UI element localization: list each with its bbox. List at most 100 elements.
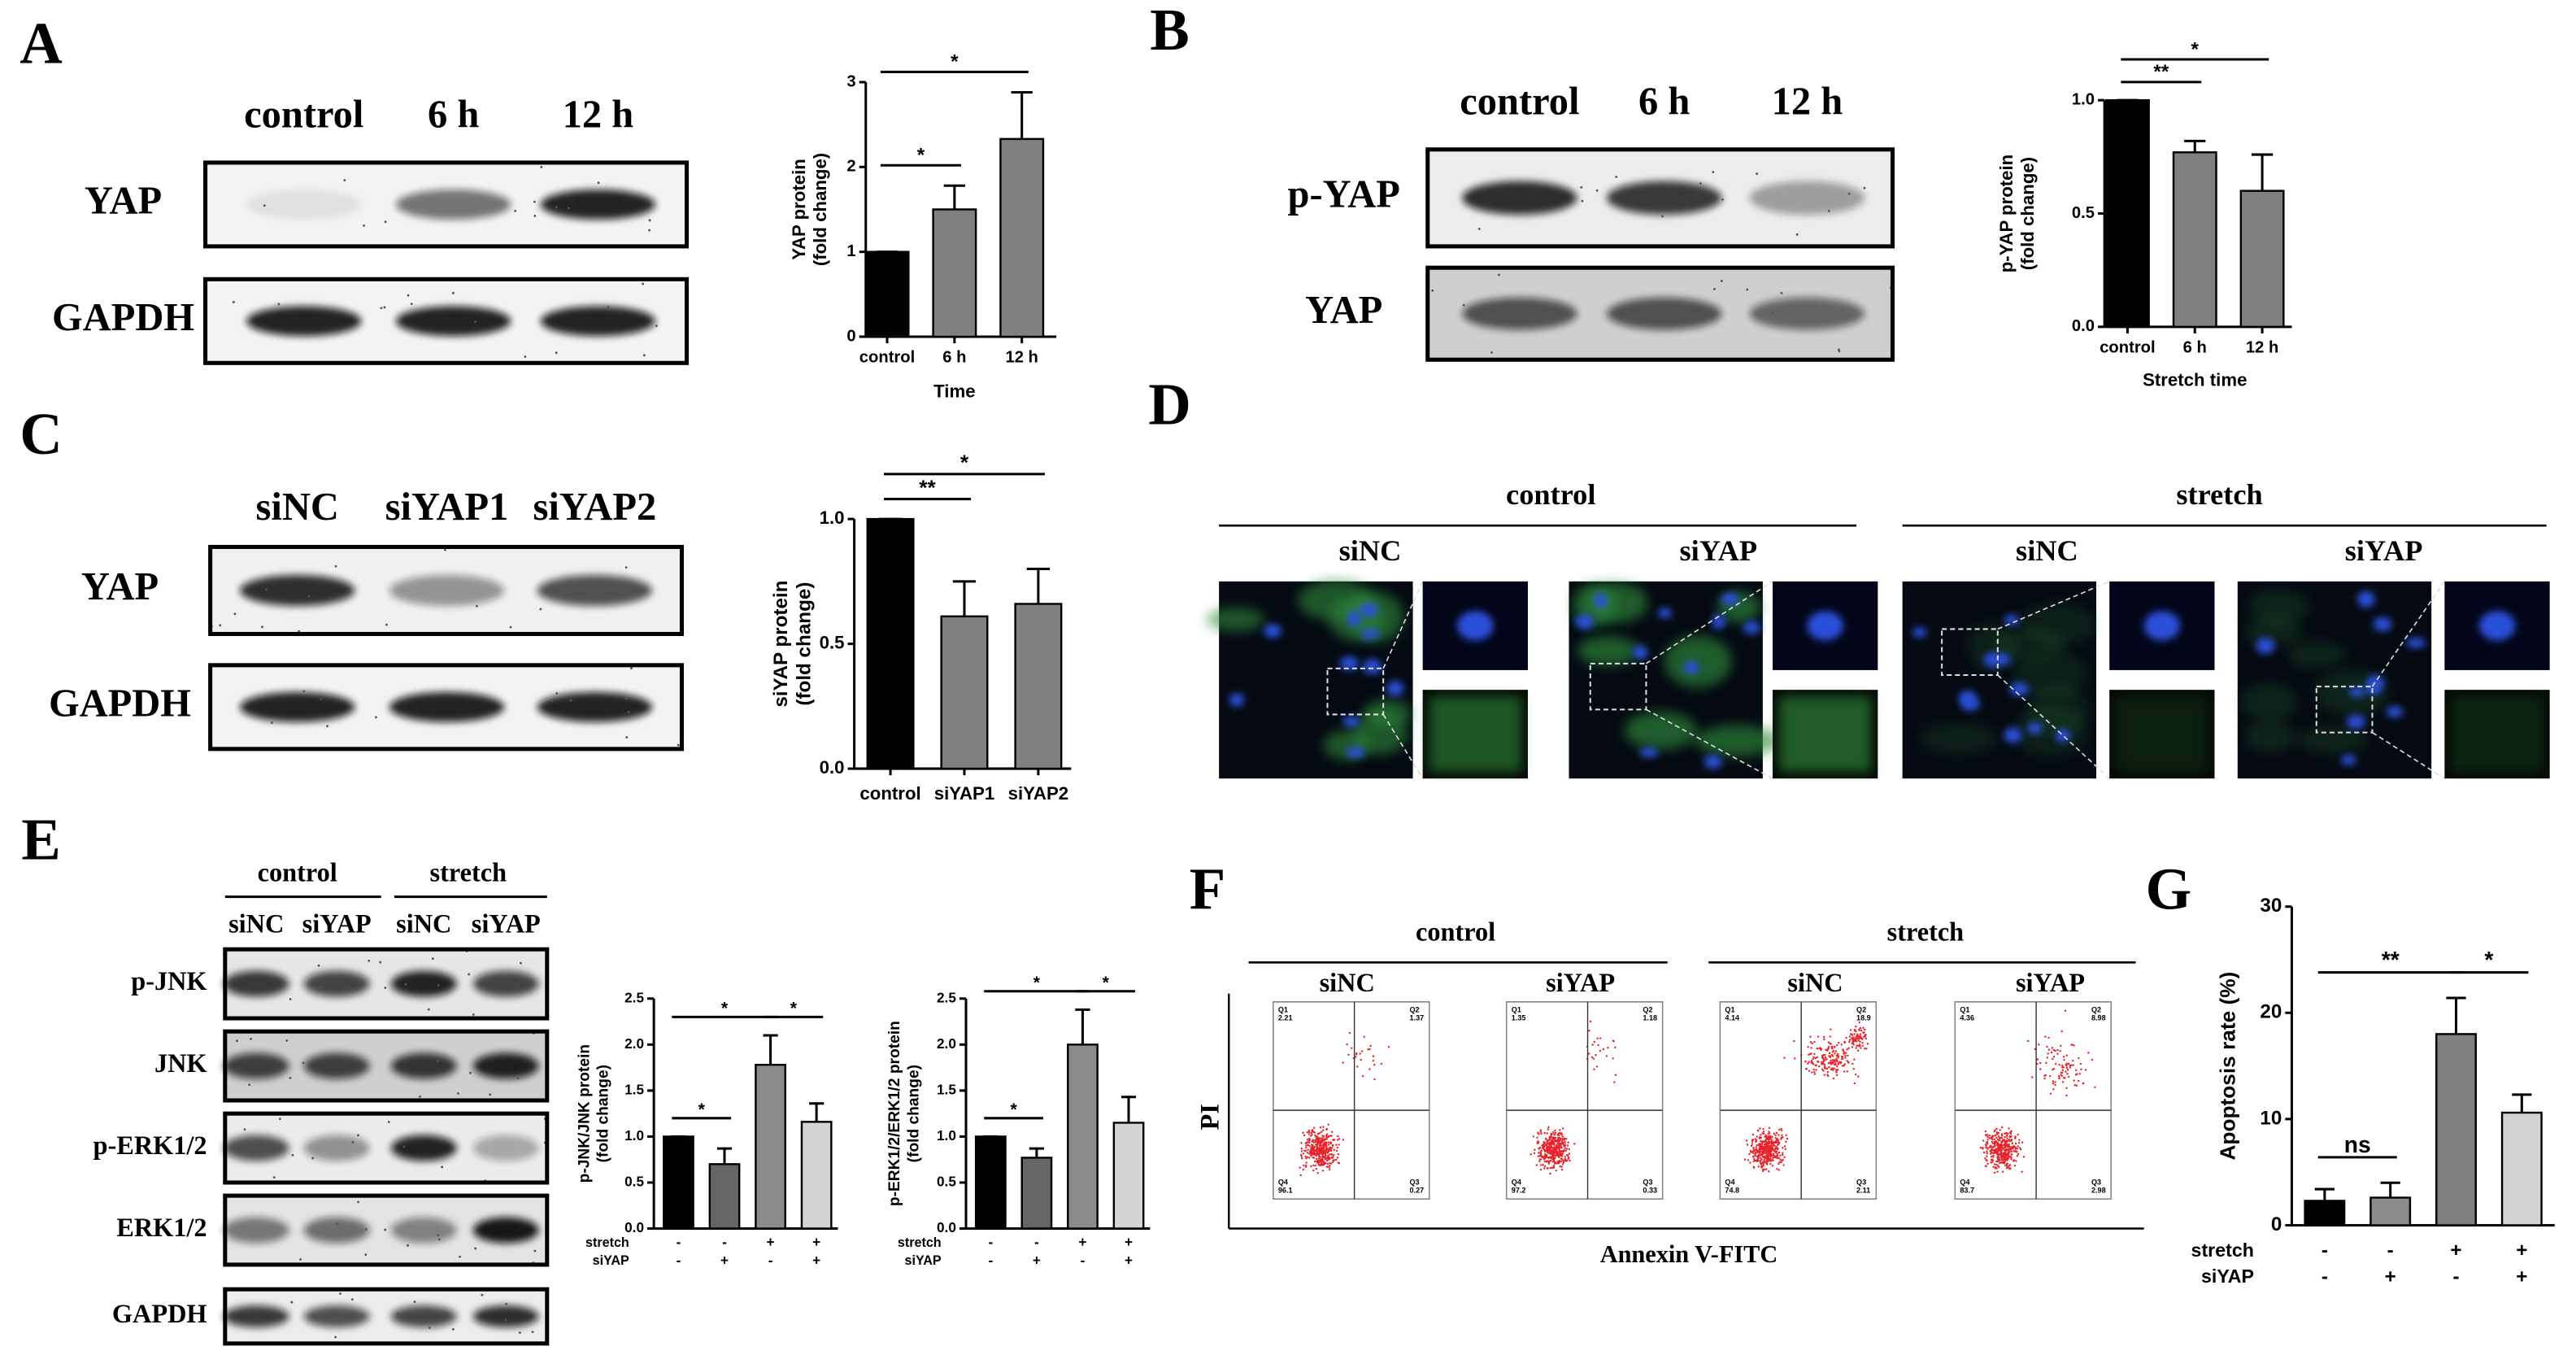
event-dot — [1836, 1069, 1839, 1071]
significance-label: * — [1103, 974, 1110, 992]
event-dot — [2004, 1153, 2006, 1156]
event-dot — [1991, 1140, 1993, 1143]
nucleus — [1721, 593, 1740, 606]
significance-label: * — [721, 1000, 729, 1018]
blot-speck — [533, 214, 537, 217]
zoom-box — [1941, 628, 1999, 676]
event-dot — [2034, 1048, 2036, 1051]
blot-band — [1749, 297, 1865, 330]
event-dot — [1810, 1052, 1812, 1055]
event-dot — [1592, 1057, 1595, 1061]
event-dot — [1852, 1041, 1855, 1043]
zoom-line — [1997, 674, 2110, 779]
event-dot — [2038, 1043, 2040, 1046]
event-dot — [1847, 1061, 1850, 1064]
event-dot — [1368, 1068, 1371, 1070]
event-dot — [1997, 1160, 2000, 1162]
event-dot — [1539, 1158, 1543, 1161]
event-dot — [2031, 1076, 2034, 1078]
event-dot — [1561, 1140, 1564, 1144]
blot-speck — [555, 351, 558, 355]
blot-speck — [407, 1244, 409, 1247]
event-dot — [1560, 1145, 1563, 1148]
event-dot — [1856, 1038, 1859, 1040]
event-dot — [1855, 1025, 1857, 1028]
event-dot — [1782, 1152, 1784, 1154]
event-dot — [2006, 1148, 2008, 1152]
event-dot — [2012, 1150, 2016, 1152]
lane-label: control — [1460, 80, 1579, 123]
event-dot — [1329, 1168, 1331, 1171]
event-dot — [1543, 1145, 1546, 1148]
event-dot — [1743, 1158, 1747, 1161]
event-dot — [1538, 1160, 1541, 1163]
condition-mark: + — [2385, 1266, 2396, 1287]
event-dot — [1755, 1139, 1758, 1142]
quadrant-name: Q1 — [1278, 1005, 1288, 1013]
event-dot — [1862, 1026, 1865, 1029]
condition-mark: - — [1081, 1252, 1086, 1268]
event-dot — [2046, 1057, 2048, 1059]
significance-label: * — [2191, 38, 2200, 60]
nucleus — [1575, 614, 1594, 630]
event-dot — [2004, 1135, 2006, 1139]
blot-speck — [404, 982, 407, 986]
blot-speck — [607, 306, 610, 308]
event-dot — [1830, 1061, 1833, 1064]
event-dot — [1759, 1157, 1762, 1160]
blot-speck — [278, 1118, 281, 1121]
event-dot — [1835, 1071, 1838, 1074]
event-dot — [1318, 1131, 1321, 1135]
event-dot — [1564, 1140, 1566, 1143]
blot-frame — [223, 1029, 550, 1103]
event-dot — [1322, 1126, 1325, 1128]
event-dot — [1829, 1035, 1831, 1038]
event-dot — [1546, 1167, 1549, 1170]
blot-band — [223, 1305, 289, 1327]
zoom-line — [1646, 581, 1773, 664]
event-dot — [1763, 1158, 1765, 1161]
event-dot — [1768, 1170, 1770, 1173]
event-dot — [1328, 1156, 1330, 1159]
event-dot — [1555, 1151, 1557, 1153]
event-dot — [1372, 1055, 1375, 1057]
y-tick-label: 1.5 — [937, 1081, 956, 1097]
event-dot — [1308, 1131, 1311, 1134]
event-dot — [1558, 1145, 1560, 1148]
event-dot — [1825, 1067, 1829, 1070]
event-dot — [1551, 1142, 1554, 1144]
event-dot — [1986, 1147, 1989, 1149]
event-dot — [1547, 1139, 1549, 1142]
event-dot — [2047, 1048, 2051, 1051]
event-dot — [1759, 1135, 1761, 1139]
event-dot — [1995, 1160, 1998, 1163]
significance-label: ** — [2382, 947, 2400, 973]
event-dot — [1772, 1159, 1774, 1161]
event-dot — [1303, 1164, 1305, 1167]
event-dot — [1326, 1151, 1329, 1153]
event-dot — [1559, 1129, 1561, 1131]
event-dot — [1545, 1138, 1547, 1140]
event-dot — [1762, 1145, 1764, 1148]
blot-speck — [516, 1077, 520, 1080]
event-dot — [1752, 1166, 1756, 1169]
event-dot — [1834, 1046, 1836, 1048]
event-dot — [1752, 1155, 1755, 1158]
event-dot — [1332, 1156, 1334, 1158]
event-dot — [1351, 1047, 1353, 1049]
event-dot — [1992, 1165, 1995, 1168]
y-tick-label: 2.5 — [937, 989, 956, 1005]
cell-body — [1695, 725, 1779, 756]
event-dot — [2067, 1062, 2070, 1065]
event-dot — [1337, 1152, 1340, 1156]
event-dot — [1835, 1057, 1838, 1060]
y-tick-label: 0.5 — [2072, 204, 2095, 222]
nucleus — [2356, 590, 2375, 608]
quadrant-value: 1.18 — [1643, 1013, 1657, 1022]
bar — [999, 137, 1045, 338]
event-dot — [1547, 1146, 1551, 1149]
event-dot — [1547, 1128, 1550, 1131]
nucleus — [1658, 608, 1672, 618]
blot-speck — [320, 985, 323, 988]
x-tick-label: 12 h — [2246, 338, 2278, 356]
